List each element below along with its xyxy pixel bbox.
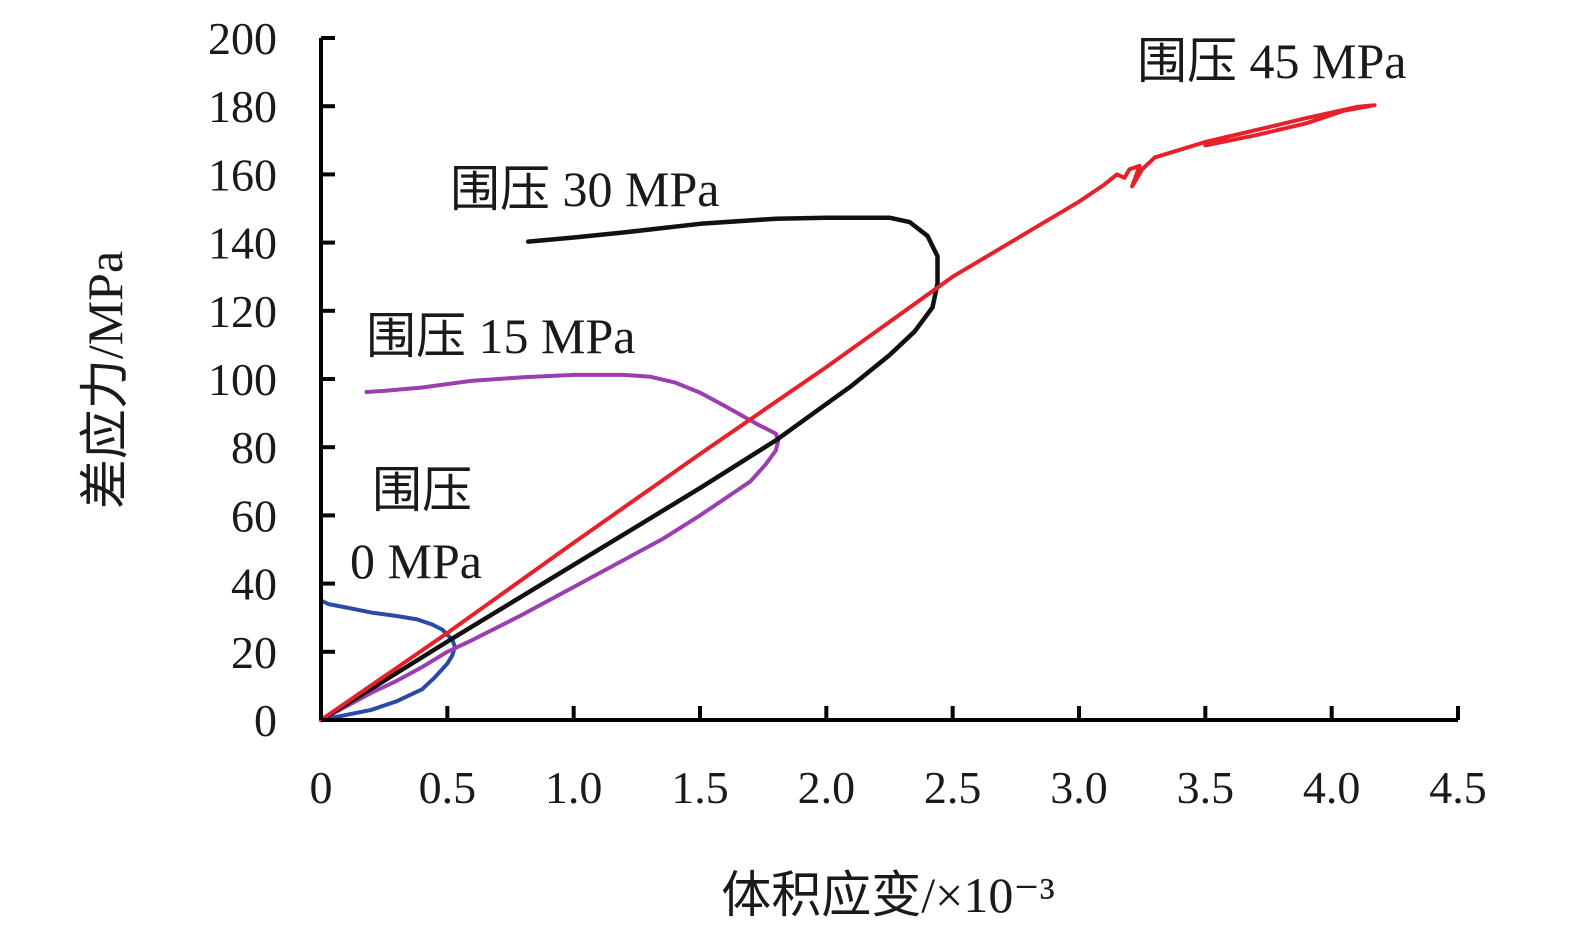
x-tick-label: 1.5	[671, 762, 729, 813]
y-tick-label: 180	[208, 81, 277, 132]
x-tick-label: 1.0	[545, 762, 603, 813]
annotation-30-mpa: 围压 30 MPa	[450, 161, 719, 217]
series-line-2	[318, 215, 940, 723]
x-tick-label: 3.0	[1050, 762, 1108, 813]
y-tick-label: 160	[208, 149, 277, 200]
plot-area: 0 20 40 60 80 100 120 140 160 180 200 0 0.5 1.0 1.5 2.…	[208, 13, 1487, 813]
x-ticks: 0 0.5 1.0 1.5 2.0 2.5 3.0 3.5 4.0 4.5	[310, 706, 1487, 813]
y-tick-label: 20	[231, 627, 277, 678]
y-tick-label: 120	[208, 286, 277, 337]
series-layer	[318, 103, 1377, 723]
x-tick-label: 0	[310, 762, 333, 813]
annotation-15-mpa: 围压 15 MPa	[366, 308, 635, 364]
series-line-1	[319, 372, 781, 722]
y-tick-label: 40	[231, 559, 277, 610]
y-tick-label: 140	[208, 218, 277, 269]
x-tick-label: 3.5	[1177, 762, 1235, 813]
x-tick-label: 2.0	[798, 762, 856, 813]
x-axis-title: 体积应变/×10⁻³	[721, 867, 1054, 923]
y-tick-label: 80	[231, 422, 277, 473]
y-ticks: 0 20 40 60 80 100 120 140 160 180 200	[208, 13, 335, 746]
series-line-3	[319, 103, 1377, 722]
x-tick-label: 4.5	[1429, 762, 1487, 813]
x-tick-label: 4.0	[1303, 762, 1361, 813]
annotation-0-mpa-line1: 围压	[372, 462, 472, 518]
y-tick-label: 60	[231, 490, 277, 541]
x-tick-label: 2.5	[924, 762, 982, 813]
y-tick-label: 0	[254, 695, 277, 746]
annotation-0-mpa-line2: 0 MPa	[350, 533, 482, 589]
y-tick-label: 100	[208, 354, 277, 405]
y-tick-label: 200	[208, 13, 277, 64]
y-axis-title: 差应力/MPa	[77, 251, 133, 509]
series-line-0	[319, 598, 457, 722]
x-tick-label: 0.5	[419, 762, 477, 813]
annotation-45-mpa: 围压 45 MPa	[1137, 33, 1406, 89]
